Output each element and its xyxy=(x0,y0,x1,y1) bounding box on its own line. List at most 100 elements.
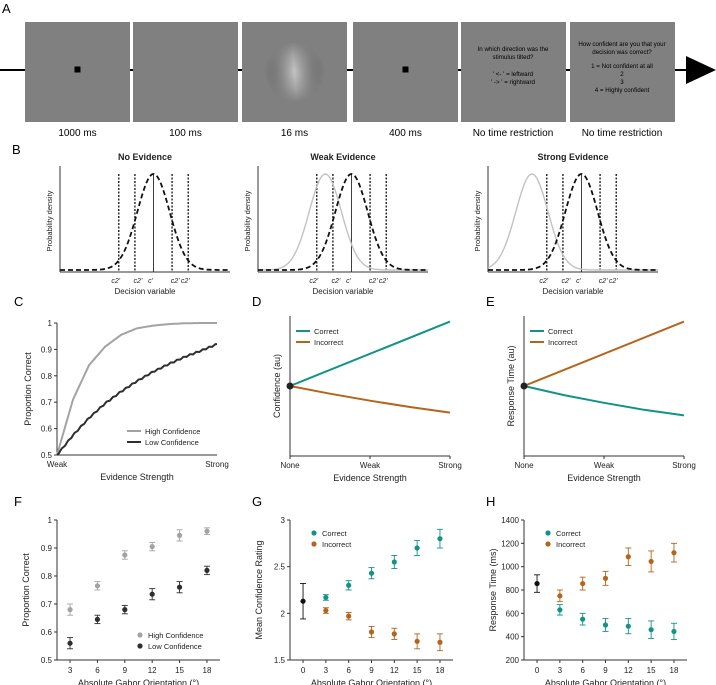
chart-c: 0.5 0.6 0.7 0.8 0.9 1 Weak Strong Evidence Stren… xyxy=(23,319,229,482)
criterion-label: c2' xyxy=(539,278,548,285)
x-tick-label: 18 xyxy=(436,666,445,675)
signal-distribution-curve xyxy=(258,173,428,271)
legend-label: Correct xyxy=(322,529,348,538)
x-axis-label: Evidence Strength xyxy=(333,473,407,483)
criterion-label: c' xyxy=(148,278,154,285)
data-point xyxy=(557,607,563,613)
legend-label: High Confidence xyxy=(145,427,200,436)
y-tick-label: 0.8 xyxy=(41,572,53,581)
screen-gabor: 16 ms xyxy=(242,22,347,139)
screen-confidence-question: How confident are you that your decision… xyxy=(570,22,675,139)
plot-title: Weak Evidence xyxy=(310,152,375,162)
start-point xyxy=(286,382,294,390)
legend-label: Correct xyxy=(556,529,582,538)
panel-label-g: G xyxy=(252,494,262,509)
y-tick-label: 1200 xyxy=(501,539,519,548)
data-point xyxy=(391,631,397,637)
y-tick-label: 1000 xyxy=(501,563,519,572)
x-tick-label: 12 xyxy=(390,666,399,675)
duration-label: No time restriction xyxy=(473,128,554,139)
panel-label-f: F xyxy=(14,494,22,509)
data-point xyxy=(346,613,352,619)
data-point xyxy=(67,640,73,646)
data-point xyxy=(94,583,101,589)
fixation-square-icon xyxy=(402,66,409,73)
x-tick-label: 15 xyxy=(413,666,422,675)
legend-marker xyxy=(311,541,317,547)
series-line xyxy=(289,385,451,414)
series-line xyxy=(289,320,451,387)
rating-option: 3 xyxy=(620,79,624,86)
data-point xyxy=(176,532,183,539)
series-line xyxy=(523,320,685,387)
fixation-square-icon xyxy=(74,66,81,73)
key-mapping-left: ' <- ' = leftward xyxy=(493,71,534,78)
criterion-label: c2' xyxy=(369,278,378,285)
y-axis-label: Confidence (au) xyxy=(272,354,282,418)
chart-f: 0.5 0.6 0.7 0.8 0.9 1 3 6 9 12 15 18 Absolute Gabor … xyxy=(21,516,220,685)
data-point xyxy=(122,552,128,558)
x-axis-label: Decision variable xyxy=(543,287,604,296)
screen-fixation-2: 400 ms xyxy=(353,22,458,139)
x-axis-label: Absolute Gabor Orientation (°) xyxy=(545,678,666,685)
legend-label: Low Confidence xyxy=(148,642,202,651)
data-point xyxy=(346,582,352,588)
data-point xyxy=(323,594,329,601)
x-tick-label: 6 xyxy=(346,666,351,675)
y-tick-label: 1.5 xyxy=(274,656,286,665)
legend-marker xyxy=(311,530,317,536)
rating-option: 2 xyxy=(620,71,624,78)
x-tick-label: Weak xyxy=(594,461,615,470)
signal-distribution-curve xyxy=(488,173,658,271)
criterion-label: c2' xyxy=(332,278,341,285)
data-point xyxy=(437,536,443,542)
data-point xyxy=(149,544,155,550)
y-tick-label: 1400 xyxy=(501,516,519,525)
data-point xyxy=(648,627,654,633)
criterion-label: c2' xyxy=(171,278,180,285)
data-point xyxy=(648,558,654,565)
y-tick-label: 1 xyxy=(48,516,53,525)
gabor-stimulus-icon xyxy=(262,39,327,105)
duration-label: 100 ms xyxy=(169,128,202,139)
y-tick-label: 0.5 xyxy=(41,451,53,460)
legend-marker xyxy=(137,643,143,649)
data-point xyxy=(437,639,443,645)
chart-h: 200 400 600 800 1000 1200 1400 0 3 6 9 12 15 18 Absolu… xyxy=(488,516,687,685)
series-line xyxy=(56,322,217,456)
x-tick-label: Weak xyxy=(47,460,68,469)
y-axis-label: Proportion Correct xyxy=(21,553,31,627)
data-point xyxy=(204,528,210,534)
data-point xyxy=(534,580,540,587)
legend-label: Correct xyxy=(548,327,574,336)
data-point xyxy=(625,623,631,629)
y-tick-label: 0.6 xyxy=(41,628,53,637)
y-tick-label: 0.7 xyxy=(41,398,53,407)
sdt-plot: No Evidence Probability density Decision v… xyxy=(45,152,230,296)
question-line: In which direction was the xyxy=(478,46,549,53)
x-tick-label: 15 xyxy=(175,666,184,675)
y-axis-label: Probability density xyxy=(45,190,54,251)
screen-blank: 100 ms xyxy=(133,22,238,139)
y-tick-label: 800 xyxy=(506,586,520,595)
start-point xyxy=(520,382,528,390)
x-tick-label: 3 xyxy=(558,666,563,675)
data-point xyxy=(176,584,183,590)
duration-label: 400 ms xyxy=(389,128,422,139)
question-line: How confident are you that your xyxy=(578,41,665,48)
data-point xyxy=(94,616,101,623)
x-tick-label: Weak xyxy=(360,461,381,470)
y-tick-label: 3 xyxy=(281,516,286,525)
legend-marker xyxy=(545,541,551,547)
y-tick-label: 0.9 xyxy=(41,544,53,553)
x-tick-label: 15 xyxy=(647,666,656,675)
x-tick-label: None xyxy=(514,461,534,470)
y-axis-label: Response Time (au) xyxy=(506,345,516,426)
y-tick-label: 0.9 xyxy=(41,345,53,354)
data-point xyxy=(671,550,677,556)
panel-label-a: A xyxy=(2,1,11,16)
y-axis-label: Mean Confidence Rating xyxy=(254,540,264,639)
data-point xyxy=(323,607,329,614)
data-point xyxy=(602,622,609,628)
y-tick-label: 2 xyxy=(281,609,286,618)
